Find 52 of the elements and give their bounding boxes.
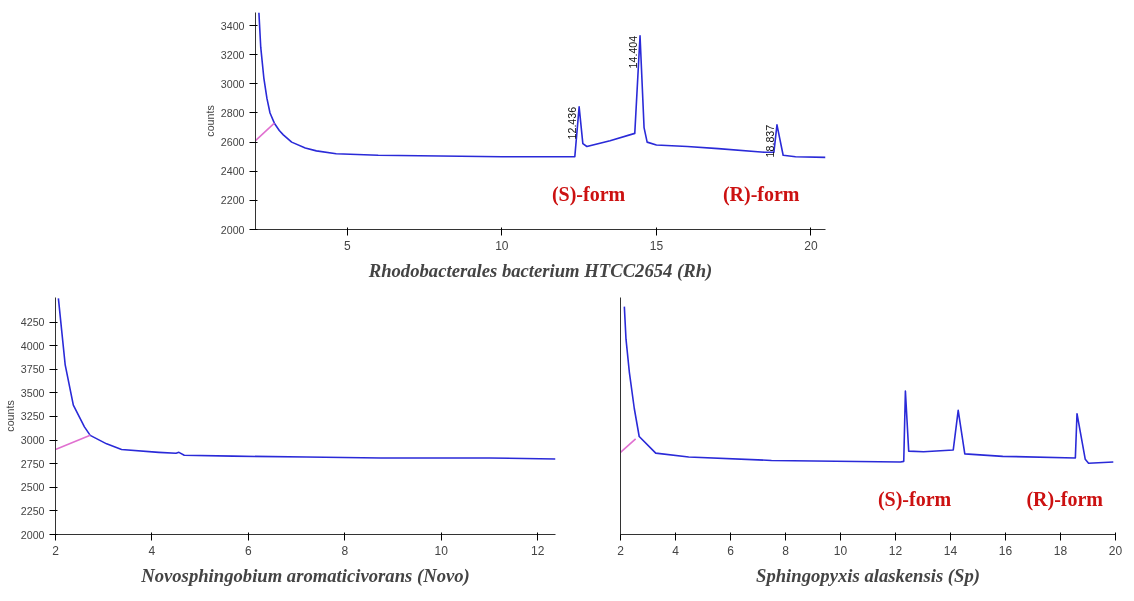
annotation: (S)-form bbox=[551, 182, 626, 206]
y-tick-label: 2000 bbox=[20, 528, 45, 541]
y-tick-label: 2750 bbox=[20, 457, 45, 470]
annotation: 12.436 bbox=[566, 106, 579, 140]
y-tick-label: 2200 bbox=[220, 194, 245, 207]
text: Rhodobacterales bacterium HTCC2654 (Rh) bbox=[367, 259, 713, 282]
x-tick-label: 2 bbox=[617, 543, 625, 558]
annotation: (R)-form bbox=[722, 182, 800, 206]
x-tick-label: 20 bbox=[1108, 543, 1123, 558]
y-tick-label: 2000 bbox=[220, 223, 245, 236]
x-tick-label: 14 bbox=[943, 543, 958, 558]
line-series bbox=[258, 12, 826, 159]
x-tick-label: 10 bbox=[434, 543, 449, 558]
x-tick-label: 8 bbox=[782, 543, 790, 558]
line-series bbox=[57, 297, 556, 460]
x-tick-label: 6 bbox=[245, 543, 253, 558]
y-tick-label: 2500 bbox=[20, 481, 45, 494]
y-tick-label: 4250 bbox=[20, 316, 45, 329]
x-tick-label: 5 bbox=[343, 238, 351, 253]
x-tick-label: 8 bbox=[341, 543, 349, 558]
y-tick-label: 2400 bbox=[220, 165, 245, 178]
y-axis-title: counts bbox=[3, 400, 16, 432]
x-tick-label: 10 bbox=[833, 543, 848, 558]
annotation: 18.837 bbox=[763, 124, 776, 158]
text: Novosphingobium aromaticivorans (Novo) bbox=[140, 564, 470, 587]
text: Sphingopyxis alaskensis (Sp) bbox=[756, 564, 980, 587]
y-tick-label: 4000 bbox=[20, 339, 45, 352]
x-tick-label: 20 bbox=[804, 238, 818, 253]
x-tick-label: 12 bbox=[888, 543, 903, 558]
x-tick-label: 10 bbox=[495, 238, 509, 253]
y-tick-label: 3250 bbox=[20, 410, 45, 423]
x-tick-label: 2 bbox=[52, 543, 60, 558]
y-tick-label: 3750 bbox=[20, 363, 45, 376]
x-tick-label: 4 bbox=[672, 543, 680, 558]
x-tick-label: 4 bbox=[148, 543, 156, 558]
x-tick-label: 18 bbox=[1053, 543, 1068, 558]
x-tick-label: 15 bbox=[649, 238, 664, 253]
y-axis-title: counts bbox=[203, 105, 216, 137]
y-tick-label: 2600 bbox=[220, 136, 245, 149]
y-tick-label: 3200 bbox=[220, 48, 245, 61]
y-tick-label: 3000 bbox=[20, 434, 45, 447]
x-tick-label: 6 bbox=[727, 543, 735, 558]
annotation: 14.404 bbox=[627, 35, 640, 69]
x-tick-label: 12 bbox=[530, 543, 545, 558]
x-tick-label: 16 bbox=[998, 543, 1013, 558]
y-tick-label: 2800 bbox=[220, 106, 245, 119]
y-tick-label: 3000 bbox=[220, 77, 245, 90]
y-tick-label: 3500 bbox=[20, 386, 45, 399]
annotation: (S)-form bbox=[877, 487, 952, 511]
y-tick-label: 2250 bbox=[20, 504, 45, 517]
annotation: (R)-form bbox=[1026, 487, 1104, 511]
y-tick-label: 3400 bbox=[220, 19, 245, 32]
